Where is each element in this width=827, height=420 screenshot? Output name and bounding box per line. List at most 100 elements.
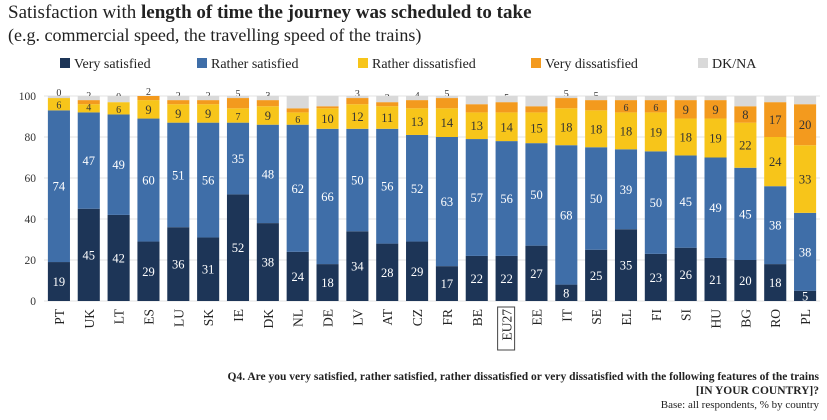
data-label: 18 <box>560 120 573 134</box>
legend: Very satisfied Rather satisfied Rather dis… <box>60 57 757 72</box>
bar-segment <box>644 100 667 113</box>
data-label: 52 <box>411 182 424 196</box>
bar-segment <box>256 106 279 125</box>
chart-subtitle: (e.g. commercial speed, the travelling s… <box>8 25 422 45</box>
x-tick-label: SI <box>679 309 694 322</box>
data-label: 52 <box>232 241 245 255</box>
bar-segment <box>406 134 429 242</box>
data-label: 7 <box>236 112 241 123</box>
data-label: 45 <box>83 248 96 262</box>
bar-segment <box>585 147 608 250</box>
bars: 1974604547424249602960923651923156925235… <box>47 87 817 303</box>
data-label: 36 <box>172 258 185 272</box>
data-label: 2 <box>146 87 151 98</box>
data-label: 5 <box>444 89 449 100</box>
legend-swatch <box>197 58 207 68</box>
bar-segment <box>197 122 220 238</box>
bar-segment <box>764 186 787 265</box>
data-label: 6 <box>653 103 658 114</box>
bar-segment <box>734 96 757 107</box>
bar-segment <box>137 100 160 119</box>
data-label: 14 <box>500 120 513 134</box>
data-label: 22 <box>739 139 752 153</box>
x-tick-label: IT <box>559 308 574 321</box>
bar-segment <box>525 106 548 113</box>
bar-segment <box>794 96 817 105</box>
legend-label: Very dissatisfied <box>545 57 638 72</box>
bar-segment <box>644 112 667 152</box>
bar-segment <box>674 155 697 248</box>
data-label: 9 <box>145 103 151 117</box>
data-label: 47 <box>83 154 96 168</box>
bar-segment <box>107 96 130 103</box>
data-label: 0 <box>56 88 61 99</box>
data-label: 50 <box>530 188 543 202</box>
bar-segment <box>525 143 548 246</box>
x-tick-label: BG <box>738 309 753 328</box>
bar-segment <box>256 124 279 224</box>
bar-segment <box>226 122 250 195</box>
bar-segment <box>614 229 638 301</box>
bar-segment <box>465 139 488 256</box>
bar-segment <box>77 100 100 105</box>
data-label: 5 <box>802 289 808 303</box>
bar-segment <box>764 264 787 301</box>
data-label: 13 <box>471 119 484 133</box>
bar-segment <box>167 104 190 123</box>
bar-segment <box>614 96 638 101</box>
bar-segment <box>585 96 608 101</box>
bar-segment <box>226 96 250 99</box>
bar-segment <box>525 245 548 301</box>
bar-segment <box>585 249 608 301</box>
data-label: 38 <box>799 245 812 259</box>
bar-segment <box>286 108 309 113</box>
data-label: 63 <box>441 195 454 209</box>
data-label: 5 <box>564 89 569 100</box>
question-text-line1: Q4. Are you very satisfied, rather satis… <box>227 371 819 383</box>
data-label: 51 <box>172 168 185 182</box>
data-label: 13 <box>411 115 424 129</box>
bar-segment <box>794 212 817 291</box>
bar-segment <box>286 251 309 301</box>
data-label: 17 <box>769 113 782 127</box>
y-tick-label: 60 <box>25 173 37 185</box>
bar-segment <box>107 114 130 215</box>
data-label: 9 <box>683 103 689 117</box>
bar-segment <box>794 145 817 213</box>
data-label: 56 <box>202 174 215 188</box>
bar-segment <box>525 96 548 107</box>
bar-segment <box>47 262 70 301</box>
bar-segment <box>704 157 727 258</box>
bar-segment <box>406 108 429 135</box>
data-label: 42 <box>112 251 125 265</box>
bar-segment <box>77 112 100 209</box>
data-label: 49 <box>112 158 125 172</box>
bar-segment <box>495 102 518 113</box>
bar-segment <box>137 241 160 301</box>
data-label: 23 <box>650 271 663 285</box>
bar-segment <box>674 100 697 119</box>
bar-segment <box>286 124 309 252</box>
bar-segment <box>406 96 429 101</box>
legend-swatch <box>698 58 708 68</box>
x-tick-label: BE <box>470 309 485 326</box>
bar-segment <box>167 227 190 301</box>
data-label: 10 <box>321 112 334 126</box>
bar-segment <box>137 118 160 242</box>
bar-segment <box>734 167 757 260</box>
bar-segment <box>226 194 250 301</box>
y-tick-label: 100 <box>19 91 37 103</box>
bar-segment <box>495 96 518 103</box>
x-tick-label: SE <box>589 309 604 325</box>
bar-segment <box>346 128 369 232</box>
bar-segment <box>167 96 190 101</box>
bar-segment <box>77 104 100 113</box>
x-tick-label: LU <box>171 309 186 327</box>
bar-segment <box>555 108 578 146</box>
bar-segment <box>47 96 70 99</box>
data-label: 8 <box>742 108 748 122</box>
data-label: 74 <box>53 180 66 194</box>
data-label: 18 <box>769 276 782 290</box>
stacked-bar-chart: Very satisfied Rather satisfied Rather dis… <box>19 57 820 351</box>
data-label: 9 <box>175 107 181 121</box>
